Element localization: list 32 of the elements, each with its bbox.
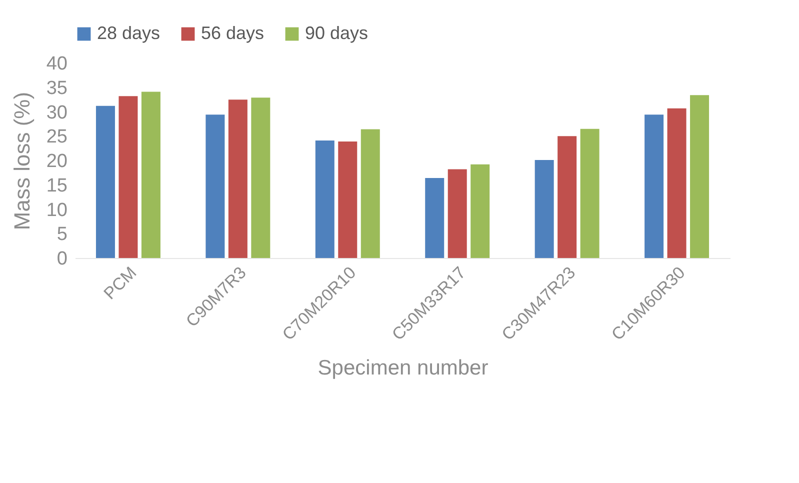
bar	[644, 114, 664, 258]
bar	[96, 106, 115, 258]
bar	[206, 114, 225, 258]
y-tick-label: 0	[56, 248, 68, 270]
y-tick-label: 10	[46, 200, 68, 221]
bar	[338, 141, 358, 258]
bar	[470, 164, 490, 258]
bar	[315, 140, 334, 258]
bar	[667, 108, 686, 258]
y-tick-label: 30	[46, 102, 68, 124]
legend-label: 90 days	[305, 23, 368, 43]
legend-label: 56 days	[201, 23, 264, 43]
bar	[580, 128, 600, 258]
y-tick-label: 35	[46, 78, 68, 99]
bar	[141, 92, 160, 258]
y-tick-label: 20	[46, 151, 68, 172]
bar	[228, 100, 248, 258]
bar	[251, 98, 270, 258]
bar	[534, 160, 554, 258]
bar	[425, 178, 444, 258]
y-tick-label: 25	[46, 126, 68, 148]
bar	[360, 129, 380, 258]
y-tick-label: 5	[56, 224, 68, 246]
y-tick-label: 40	[46, 54, 68, 74]
bar	[690, 95, 710, 258]
legend-label: 28 days	[97, 23, 160, 43]
bar	[118, 96, 138, 258]
x-axis-title: Specimen number	[318, 356, 488, 380]
y-tick-label: 15	[46, 175, 68, 196]
bar	[448, 169, 467, 258]
bar	[558, 136, 577, 258]
y-axis-title: Mass loss (%)	[9, 92, 34, 230]
